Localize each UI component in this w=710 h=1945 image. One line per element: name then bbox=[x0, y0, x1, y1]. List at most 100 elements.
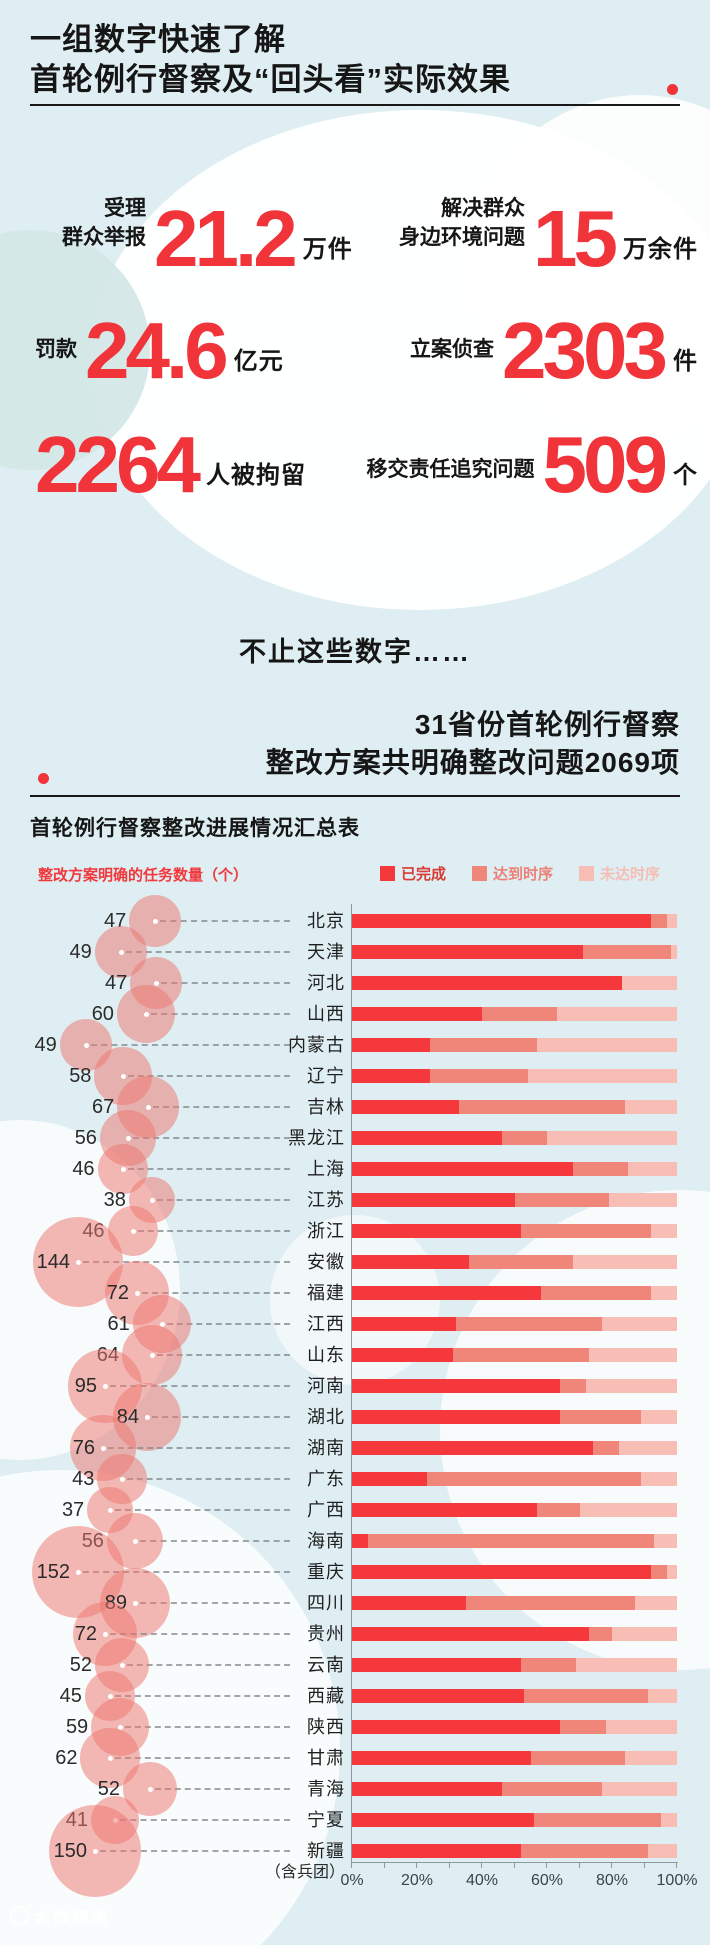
task-count-label: 43 bbox=[72, 1468, 95, 1490]
progress-bar-row bbox=[352, 1007, 677, 1021]
province-label: 山西 bbox=[307, 1004, 345, 1024]
bar-segment-on-schedule bbox=[368, 1534, 655, 1548]
bar-segment-completed bbox=[352, 1379, 560, 1393]
leader-line bbox=[127, 1478, 290, 1480]
province-label: 宁夏 bbox=[307, 1810, 345, 1830]
bubble-center-dot bbox=[147, 1786, 153, 1792]
bar-segment-completed bbox=[352, 1565, 651, 1579]
bar-segment-behind-schedule bbox=[608, 1193, 677, 1207]
bubble-center-dot bbox=[117, 1724, 123, 1730]
watermark-text: 大数跨境 bbox=[34, 1908, 110, 1927]
bar-segment-on-schedule bbox=[592, 1441, 619, 1455]
task-count-label: 38 bbox=[103, 1189, 126, 1211]
progress-bar-row bbox=[352, 1317, 677, 1331]
bar-segment-behind-schedule bbox=[641, 1472, 677, 1486]
bar-segment-completed bbox=[352, 976, 622, 990]
stat-env-problems-solved: 解决群众 身边环境问题 15 万余件 bbox=[399, 194, 698, 284]
section-title: 31省份首轮例行督察 整改方案共明确整改问题2069项 bbox=[30, 706, 680, 782]
stats-row-1: 受理 群众举报 21.2 万件 解决群众 身边环境问题 15 万余件 bbox=[0, 160, 710, 284]
bar-segment-behind-schedule bbox=[589, 1348, 677, 1362]
bar-segment-behind-schedule bbox=[547, 1131, 677, 1145]
progress-bar-row bbox=[352, 1689, 677, 1703]
task-count-label: 49 bbox=[69, 941, 92, 963]
bar-segment-on-schedule bbox=[459, 1100, 625, 1114]
leader-line bbox=[160, 920, 290, 922]
bar-segment-behind-schedule bbox=[556, 1007, 677, 1021]
bar-segment-completed bbox=[352, 945, 583, 959]
province-label: 海南 bbox=[307, 1531, 345, 1551]
page-title: 一组数字快速了解 首轮例行督察及“回头看”实际效果 bbox=[30, 20, 680, 100]
bar-segment-completed bbox=[352, 1007, 482, 1021]
stat-value: 15 bbox=[533, 194, 618, 284]
stat-cases-filed: 立案侦查 2303 件 bbox=[410, 311, 698, 391]
stat-value: 509 bbox=[542, 420, 669, 510]
leader-line bbox=[151, 1013, 290, 1015]
progress-bar-row bbox=[352, 1131, 677, 1145]
bar-segment-on-schedule bbox=[560, 1379, 586, 1393]
x-axis-tick bbox=[546, 1862, 547, 1868]
x-axis-tick bbox=[611, 1862, 612, 1868]
x-axis-tick bbox=[416, 1862, 417, 1868]
x-axis-tick bbox=[643, 1862, 645, 1868]
leader-line bbox=[142, 1292, 290, 1294]
chart-legend: 已完成 达到时序 未达时序 bbox=[380, 863, 660, 884]
x-axis-tick-label: 20% bbox=[400, 1872, 434, 1889]
x-axis-tick-label: 0% bbox=[340, 1872, 364, 1889]
bar-segment-on-schedule bbox=[521, 1844, 648, 1858]
bubble-center-dot bbox=[130, 1228, 136, 1234]
leader-line bbox=[115, 1509, 290, 1511]
progress-bar-row bbox=[352, 1441, 677, 1455]
bar-segment-completed bbox=[352, 1348, 453, 1362]
bubble-center-dot bbox=[100, 1445, 106, 1451]
bar-segment-on-schedule bbox=[560, 1410, 642, 1424]
leader-line bbox=[115, 1695, 290, 1697]
bar-segment-completed bbox=[352, 1534, 369, 1548]
province-label: 浙江 bbox=[307, 1221, 345, 1241]
bar-segment-on-schedule bbox=[501, 1782, 603, 1796]
bar-segment-on-schedule bbox=[534, 1813, 661, 1827]
bubble-center-dot bbox=[118, 949, 124, 955]
x-axis-tick bbox=[481, 1862, 482, 1868]
bar-segment-completed bbox=[352, 1162, 573, 1176]
bar-segment-completed bbox=[352, 1255, 469, 1269]
x-axis-tick-label: 100% bbox=[656, 1872, 698, 1889]
leader-line bbox=[140, 1602, 290, 1604]
bar-segment-completed bbox=[352, 1069, 430, 1083]
task-count-label: 46 bbox=[72, 1158, 95, 1180]
bar-segment-behind-schedule bbox=[651, 1286, 677, 1300]
leader-line bbox=[157, 1354, 290, 1356]
bar-segment-behind-schedule bbox=[618, 1441, 677, 1455]
leader-line bbox=[108, 1447, 290, 1449]
leader-line bbox=[155, 1788, 290, 1790]
progress-bar-row bbox=[352, 1348, 677, 1362]
province-label: 河南 bbox=[307, 1376, 345, 1396]
task-count-label: 144 bbox=[36, 1251, 70, 1273]
progress-bar-row bbox=[352, 1720, 677, 1734]
leader-line bbox=[115, 1757, 290, 1759]
stat-accountability-issues: 移交责任追究问题 509 个 bbox=[367, 420, 698, 510]
bar-segment-behind-schedule bbox=[621, 976, 677, 990]
leader-line bbox=[133, 1137, 290, 1139]
bar-segment-completed bbox=[352, 1627, 590, 1641]
bubble-center-dot bbox=[107, 1507, 113, 1513]
x-axis-tick bbox=[578, 1862, 580, 1868]
bar-segment-completed bbox=[352, 1441, 593, 1455]
progress-bar-row bbox=[352, 945, 677, 959]
footnote-label: （含兵团） bbox=[264, 1864, 345, 1881]
bar-segment-behind-schedule bbox=[586, 1379, 677, 1393]
progress-bar-row bbox=[352, 1193, 677, 1207]
watermark: 大数跨境 bbox=[10, 1903, 110, 1928]
leader-line bbox=[126, 951, 290, 953]
province-label: 内蒙古 bbox=[288, 1035, 345, 1055]
bar-segment-on-schedule bbox=[521, 1224, 651, 1238]
bar-segment-on-schedule bbox=[514, 1193, 609, 1207]
task-count-label: 47 bbox=[105, 972, 128, 994]
bubble-center-dot bbox=[152, 918, 158, 924]
x-axis-tick-label: 60% bbox=[530, 1872, 564, 1889]
bubble-center-dot bbox=[149, 1352, 155, 1358]
progress-bar-row bbox=[352, 1503, 677, 1517]
bar-segment-behind-schedule bbox=[670, 945, 677, 959]
progress-bar-row bbox=[352, 1813, 677, 1827]
bar-segment-completed bbox=[352, 1472, 427, 1486]
